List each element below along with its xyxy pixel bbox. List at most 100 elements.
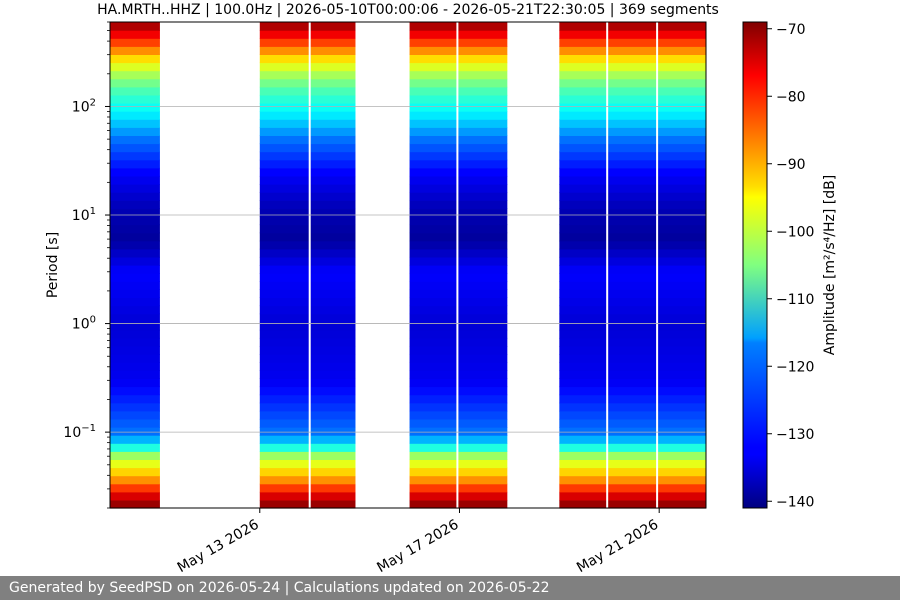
heatmap-cell — [409, 70, 508, 80]
heatmap-cell — [559, 483, 706, 493]
heatmap-cell — [259, 30, 356, 39]
heatmap-cell — [559, 346, 706, 355]
heatmap-cell — [110, 418, 160, 428]
heatmap-cell — [110, 103, 160, 112]
heatmap-cell — [259, 135, 356, 145]
heatmap-cell — [110, 386, 160, 396]
footer-banner: Generated by SeedPSD on 2026-05-24 | Cal… — [0, 576, 900, 600]
heatmap-cell — [559, 184, 706, 193]
heatmap-cell — [409, 281, 508, 290]
heatmap-cell — [559, 208, 706, 217]
heatmap-cells — [110, 22, 706, 509]
heatmap-cell — [559, 248, 706, 258]
heatmap-cell — [259, 127, 356, 136]
heatmap-cell — [259, 410, 356, 420]
heatmap-cell — [559, 119, 706, 128]
heatmap-cell — [409, 435, 508, 444]
heatmap-cell — [409, 459, 508, 469]
heatmap-cell — [110, 70, 160, 80]
y-tick-label: 102 — [72, 97, 96, 115]
heatmap-cell — [259, 475, 356, 485]
heatmap-cell — [259, 443, 356, 452]
heatmap-cell — [409, 175, 508, 185]
heatmap-cell — [110, 256, 160, 266]
heatmap-cell — [259, 78, 356, 88]
heatmap-cell — [559, 321, 706, 331]
heatmap-cell — [259, 427, 356, 436]
heatmap-cell — [259, 22, 356, 31]
heatmap-cell — [110, 459, 160, 469]
heatmap-cell — [110, 483, 160, 493]
heatmap-cell — [409, 78, 508, 88]
heatmap-cell — [110, 232, 160, 242]
heatmap-cell — [259, 459, 356, 469]
heatmap-cell — [559, 224, 706, 234]
heatmap-cell — [559, 200, 706, 209]
heatmap-cell — [409, 321, 508, 331]
heatmap-cell — [559, 143, 706, 153]
heatmap-cell — [409, 232, 508, 242]
heatmap-cell — [559, 337, 706, 347]
heatmap-cell — [259, 256, 356, 266]
heatmap-cell — [559, 127, 706, 136]
heatmap-cell — [409, 491, 508, 501]
heatmap-cell — [559, 70, 706, 80]
colorbar-label: Amplitude [m²/s⁴/Hz] [dB] — [822, 175, 838, 355]
heatmap-cell — [409, 273, 508, 282]
heatmap-cell — [110, 127, 160, 136]
heatmap-cell — [259, 94, 356, 104]
heatmap-cell — [559, 159, 706, 169]
heatmap-cell — [409, 208, 508, 217]
y-tick-label: 101 — [72, 206, 96, 224]
heatmap-cell — [110, 337, 160, 347]
y-tick-label: 100 — [72, 315, 96, 333]
heatmap-cell — [559, 402, 706, 412]
heatmap-cell — [559, 475, 706, 485]
y-tick-marks: 10−1 100 101 102 — [63, 21, 110, 509]
chart-title: HA.MRTH..HHZ | 100.0Hz | 2026-05-10T00:0… — [97, 2, 719, 18]
heatmap-cell — [110, 305, 160, 315]
heatmap-cell — [409, 451, 508, 460]
x-tick-label: May 21 2026 — [574, 517, 661, 576]
heatmap-cell — [559, 491, 706, 501]
colorbar-tick-label: −120 — [776, 359, 814, 375]
colorbar-tick-label: −100 — [776, 224, 814, 240]
heatmap-cell — [409, 167, 508, 177]
heatmap-cell — [259, 143, 356, 153]
heatmap-cell — [110, 224, 160, 234]
heatmap-cell — [259, 54, 356, 64]
heatmap-cell — [559, 103, 706, 112]
heatmap-cell — [559, 281, 706, 290]
x-tick-label: May 13 2026 — [175, 517, 262, 576]
heatmap-cell — [409, 499, 508, 509]
colorbar-gradient — [742, 21, 768, 509]
heatmap-cell — [559, 167, 706, 177]
heatmap-cell — [559, 370, 706, 379]
heatmap-cell — [559, 305, 706, 315]
heatmap-cell — [409, 54, 508, 64]
heatmap-cell — [259, 208, 356, 217]
heatmap-cell — [259, 297, 356, 307]
heatmap-cell — [559, 273, 706, 282]
heatmap-cell — [259, 386, 356, 396]
heatmap-cell — [409, 402, 508, 412]
heatmap-cell — [110, 192, 160, 201]
heatmap-cell — [110, 54, 160, 64]
heatmap-cell — [559, 78, 706, 88]
heatmap-cell — [559, 22, 706, 31]
heatmap-cell — [559, 54, 706, 64]
heatmap-cell — [259, 46, 356, 55]
heatmap-cell — [259, 281, 356, 290]
heatmap-cell — [110, 135, 160, 145]
heatmap-cell — [110, 111, 160, 120]
heatmap-cell — [259, 119, 356, 128]
heatmap-cell — [110, 159, 160, 169]
heatmap-cell — [559, 451, 706, 460]
heatmap-cell — [409, 256, 508, 266]
heatmap-cell — [559, 418, 706, 428]
heatmap-cell — [409, 418, 508, 428]
heatmap-cell — [409, 192, 508, 201]
heatmap-cell — [110, 167, 160, 177]
heatmap-cell — [259, 248, 356, 258]
heatmap-cell — [409, 200, 508, 209]
